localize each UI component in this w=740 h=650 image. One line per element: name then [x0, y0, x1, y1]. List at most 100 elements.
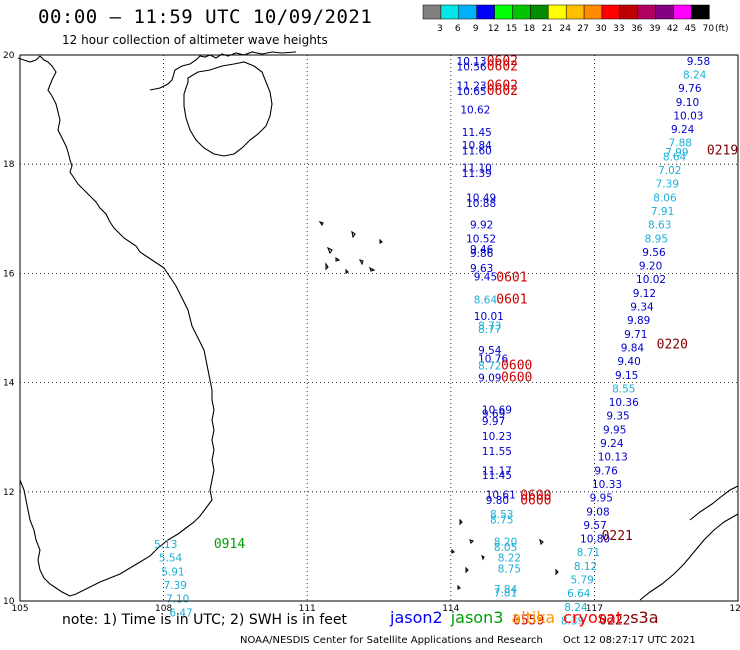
- legend-label: 70: [703, 24, 715, 34]
- swh-value: 10.76: [478, 353, 508, 365]
- page-title: 00:00 – 11:59 UTC 10/09/2021: [38, 6, 373, 28]
- swh-value: 9.12: [633, 288, 656, 300]
- swh-value: 9.54: [478, 345, 502, 357]
- swh-value: 9.58: [687, 56, 710, 68]
- swh-value: 10.62: [460, 104, 490, 116]
- swh-value: 9.45: [474, 271, 497, 283]
- swh-value: 9.80: [486, 495, 509, 507]
- swh-value: 9.57: [583, 520, 606, 532]
- swh-value: 7.81: [494, 588, 517, 600]
- pass-time-label: 0602: [487, 59, 518, 74]
- swh-value: 8.71: [577, 547, 600, 559]
- legend-label: 42: [667, 24, 678, 34]
- swh-value: 9.63: [470, 263, 493, 275]
- satellite-key: jason2 jason3 altika cryosat s3a: [390, 608, 667, 627]
- pass-time-label: 0602: [487, 54, 518, 69]
- footer-note: note: 1) Time is in UTC; 2) SWH is in fe…: [62, 612, 348, 628]
- legend-label: 9: [473, 24, 479, 34]
- swh-value: 9.34: [630, 302, 654, 314]
- satellite-name-cryosat: cryosat: [563, 608, 623, 627]
- swh-value: 9.46: [470, 244, 494, 256]
- satellite-name-altika: altika: [511, 608, 556, 627]
- swh-value: 10.23: [482, 431, 512, 443]
- swh-value: 7.88: [669, 138, 692, 150]
- legend-label: 27: [577, 24, 588, 34]
- pass-time-label: 0914: [214, 537, 245, 552]
- pass-time-label: 0600: [501, 358, 532, 373]
- swh-value: 8.64: [474, 294, 498, 306]
- swh-value: 9.08: [586, 506, 609, 518]
- coastline: [17, 51, 739, 601]
- x-tick-label: 108: [155, 604, 172, 614]
- pass-time-label: 0219: [707, 143, 738, 158]
- swh-value: 5.79: [570, 575, 593, 587]
- swh-value: 9.15: [615, 370, 638, 382]
- swh-value: 8.24: [564, 602, 588, 614]
- satellite-name-jason3: jason3: [450, 608, 504, 627]
- swh-value: 8.05: [494, 542, 517, 554]
- swh-value: 9.97: [482, 416, 505, 428]
- lat-lon-grid: [20, 55, 738, 601]
- swh-value: 9.20: [639, 261, 662, 273]
- swh-value: 10.01: [474, 311, 504, 323]
- swh-value: 9.09: [478, 373, 501, 385]
- swh-value: 11.10: [462, 162, 492, 174]
- swh-value: 8.22: [498, 553, 521, 565]
- swh-value: 11.55: [482, 446, 512, 458]
- swh-value: 9.84: [621, 342, 645, 354]
- swh-value: 7.99: [665, 147, 688, 159]
- page-subtitle: 12 hour collection of altimeter wave hei…: [62, 33, 328, 47]
- legend-label: 6: [455, 24, 461, 34]
- pass-time-label: 0222: [599, 613, 630, 628]
- swh-value: 8.64: [663, 151, 687, 163]
- swh-value: 7.91: [651, 206, 674, 218]
- pass-time-label: 0602: [487, 78, 518, 93]
- swh-value: 9.76: [678, 83, 702, 95]
- swh-value: 10.88: [466, 198, 496, 210]
- swh-value: 11.17: [482, 465, 512, 477]
- swh-value: 8.24: [683, 69, 707, 81]
- pass-time-label: 0559: [513, 613, 544, 628]
- legend-label: 33: [613, 24, 624, 34]
- legend-label: 30: [595, 24, 607, 34]
- swh-value: 8.73: [478, 321, 501, 333]
- swh-value: 9.89: [627, 315, 650, 327]
- swh-value: 9.10: [676, 97, 699, 109]
- swh-value: 8.55: [612, 383, 635, 395]
- swh-value: 5.13: [154, 539, 177, 551]
- swh-value: 10.69: [482, 405, 512, 417]
- swh-value: 9.35: [606, 411, 629, 423]
- swh-value: 7.10: [166, 594, 189, 606]
- credit-text: NOAA/NESDIS Center for Satellite Applica…: [240, 635, 543, 646]
- legend-label: 18: [524, 24, 536, 34]
- swh-value: 10.36: [609, 397, 639, 409]
- swh-value: 10.52: [466, 233, 496, 245]
- y-tick-label: 10: [3, 597, 15, 607]
- legend-label: 3: [437, 24, 443, 34]
- swh-value: 10.02: [636, 274, 666, 286]
- x-tick-label: 105: [11, 604, 28, 614]
- axis-ticks: 105 108 111 114 117 120 20 18 16 14 12 10: [3, 51, 740, 614]
- pass-time-label: 0601: [496, 292, 527, 307]
- swh-value: 8.72: [478, 360, 501, 372]
- x-tick-label: 114: [442, 604, 459, 614]
- swh-value: 10.56: [457, 61, 487, 73]
- swh-value: 10.03: [673, 110, 703, 122]
- satellite-name-jason2: jason2: [390, 608, 443, 627]
- pass-time-label: 0600: [501, 371, 532, 386]
- legend-label: 24: [559, 24, 571, 34]
- swh-value: 10.65: [457, 86, 487, 98]
- swh-value: 11.45: [462, 127, 492, 139]
- legend-label: 21: [542, 24, 553, 34]
- x-tick-label: 120: [729, 604, 740, 614]
- swh-value: 8.06: [653, 192, 677, 204]
- swh-value: 7.39: [164, 580, 187, 592]
- swh-value: 8.20: [494, 536, 517, 548]
- pass-time-label: 0600: [520, 488, 551, 503]
- pass-time-label: 0601: [496, 271, 527, 286]
- map-frame: [19, 54, 739, 602]
- swh-value: 10.61: [486, 489, 516, 501]
- swh-value: 11.45: [482, 470, 512, 482]
- legend-swatch: [691, 4, 710, 20]
- swh-value: 9.24: [600, 438, 624, 450]
